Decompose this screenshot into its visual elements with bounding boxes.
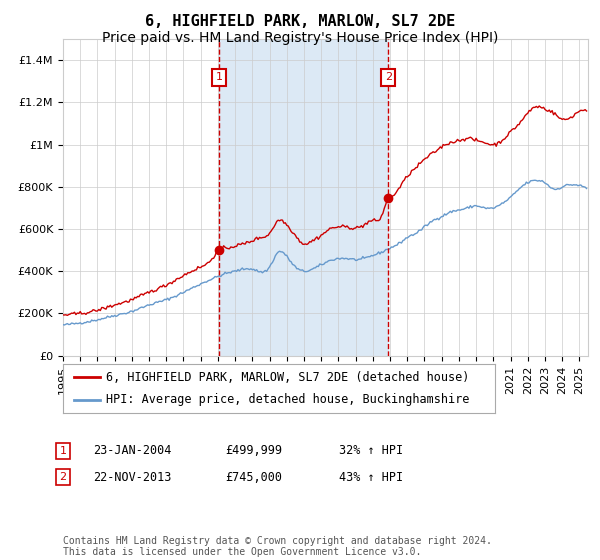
Text: 43% ↑ HPI: 43% ↑ HPI [339,470,403,484]
Text: 2: 2 [59,472,67,482]
Text: 22-NOV-2013: 22-NOV-2013 [93,470,172,484]
Text: 6, HIGHFIELD PARK, MARLOW, SL7 2DE (detached house): 6, HIGHFIELD PARK, MARLOW, SL7 2DE (deta… [106,371,470,384]
Text: 2: 2 [385,72,392,82]
Text: HPI: Average price, detached house, Buckinghamshire: HPI: Average price, detached house, Buck… [106,394,470,407]
Text: 1: 1 [215,72,223,82]
Text: 23-JAN-2004: 23-JAN-2004 [93,444,172,458]
Text: 6, HIGHFIELD PARK, MARLOW, SL7 2DE: 6, HIGHFIELD PARK, MARLOW, SL7 2DE [145,14,455,29]
Text: £499,999: £499,999 [225,444,282,458]
Text: 32% ↑ HPI: 32% ↑ HPI [339,444,403,458]
Text: Contains HM Land Registry data © Crown copyright and database right 2024.
This d: Contains HM Land Registry data © Crown c… [63,535,492,557]
Text: 1: 1 [59,446,67,456]
Text: Price paid vs. HM Land Registry's House Price Index (HPI): Price paid vs. HM Land Registry's House … [102,31,498,45]
Text: £745,000: £745,000 [225,470,282,484]
Bar [219,39,388,356]
